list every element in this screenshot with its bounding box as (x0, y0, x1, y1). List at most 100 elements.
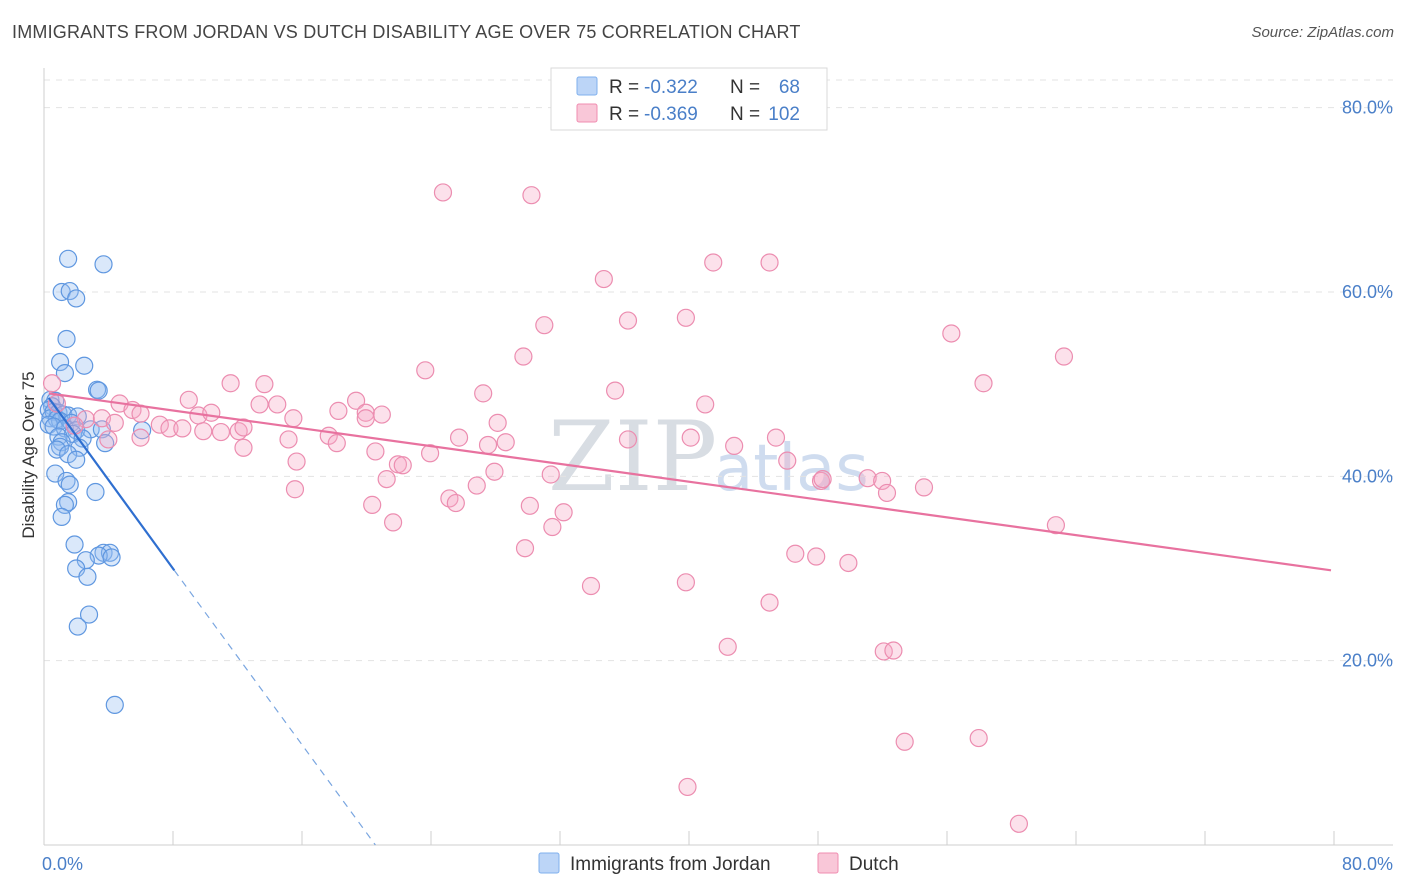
dutch-point (718, 637, 737, 656)
bottom-legend-swatch-dutch (817, 852, 839, 874)
legend-r-label-jordan: R = (609, 77, 639, 98)
jordan-point (57, 329, 76, 349)
jordan-point (89, 381, 108, 400)
dutch-point (858, 469, 877, 488)
y-tick-label: 40.0% (1342, 466, 1393, 486)
dutch-point (766, 428, 786, 447)
x-tick-label: 80.0% (1342, 854, 1393, 874)
jordan-point (86, 482, 105, 502)
dutch-point (839, 553, 858, 573)
dutch-point (594, 269, 613, 289)
legend-n-label-dutch: N = (730, 104, 760, 125)
dutch-point (1009, 814, 1029, 833)
jordan-point (75, 356, 94, 375)
dutch-point (676, 573, 695, 592)
jordan-point (60, 281, 79, 301)
dutch-point (433, 183, 453, 202)
dutch-point (202, 403, 221, 422)
dutch-point (514, 347, 533, 366)
dutch-point (287, 452, 306, 471)
dutch-point (150, 415, 169, 434)
jordan-point (102, 548, 121, 567)
bottom-legend-label-dutch: Dutch (849, 854, 899, 875)
dutch-point (356, 409, 375, 428)
jordan-point (47, 440, 66, 459)
dutch-point (535, 316, 554, 335)
dutch-point (877, 483, 897, 503)
jordan-trend-line (47, 397, 176, 571)
dutch-point (329, 401, 348, 420)
dutch-point (873, 471, 892, 491)
legend-swatch-dutch (576, 103, 598, 123)
jordan-point (59, 249, 78, 268)
series-dutch-points (42, 183, 1074, 833)
dutch-point (393, 456, 412, 475)
jordan-point (55, 495, 75, 514)
dutch-point (488, 413, 507, 432)
bottom-legend-swatch-jordan (538, 852, 560, 874)
legend-r-label-dutch: R = (609, 104, 639, 125)
dutch-point (969, 728, 988, 748)
jordan-point (105, 695, 124, 715)
trend-lines (47, 392, 1332, 846)
dutch-point (522, 186, 541, 205)
dutch-point (520, 496, 539, 515)
dutch-point (284, 409, 303, 428)
jordan-point (67, 450, 86, 469)
dutch-point (255, 375, 274, 394)
dutch-point (221, 374, 240, 393)
legend-r-value-jordan: -0.322 (644, 77, 698, 98)
dutch-point (895, 732, 914, 751)
chart-title: IMMIGRANTS FROM JORDAN VS DUTCH DISABILI… (12, 22, 801, 42)
dutch-point (618, 311, 638, 330)
dutch-point (581, 576, 601, 596)
dutch-point (813, 469, 832, 489)
jordan-point (67, 289, 86, 308)
dutch-point (327, 434, 346, 453)
legend-n-value-dutch: 102 (768, 104, 800, 125)
dutch-point (211, 422, 231, 442)
y-tick-label: 80.0% (1342, 98, 1393, 118)
jordan-point (78, 567, 97, 586)
jordan-point (65, 535, 84, 554)
dutch-point (173, 419, 192, 438)
source-credit: Source: ZipAtlas.com (1251, 24, 1394, 41)
dutch-point (618, 430, 638, 449)
jordan-point (46, 464, 65, 483)
dutch-point (268, 395, 287, 414)
dutch-point (234, 418, 253, 437)
y-axis-title: Disability Age Over 75 (19, 371, 38, 538)
dutch-point (474, 384, 493, 403)
legend-n-label-jordan: N = (730, 77, 760, 98)
dutch-point (372, 405, 391, 424)
series-jordan-points (39, 249, 152, 715)
dutch-point (285, 480, 305, 499)
dutch-point (279, 430, 298, 449)
dutch-point (942, 324, 961, 343)
dutch-point (678, 777, 697, 797)
dutch-point (554, 503, 573, 522)
watermark-atlas: atlas (714, 432, 869, 506)
dutch-point (543, 517, 562, 537)
dutch-point (515, 539, 535, 558)
dutch-point (446, 493, 465, 513)
dutch-point (496, 433, 515, 452)
dutch-point (377, 469, 396, 489)
dutch-point (42, 374, 62, 393)
dutch-point (234, 438, 253, 457)
dutch-point (974, 374, 993, 393)
series-legend: Immigrants from Jordan Dutch (538, 852, 899, 875)
dutch-point (760, 253, 779, 272)
jordan-point (50, 352, 70, 372)
dutch-point (131, 428, 150, 447)
dutch-point (160, 419, 179, 438)
dutch-point (681, 428, 700, 447)
dutch-point (1046, 516, 1066, 535)
dutch-point (478, 435, 498, 455)
jordan-point (44, 417, 63, 436)
dutch-point (356, 403, 375, 422)
dutch-point (179, 390, 198, 409)
dutch-point (1054, 347, 1074, 366)
dutch-point (874, 642, 893, 661)
jordan-trend-extension (173, 569, 376, 846)
